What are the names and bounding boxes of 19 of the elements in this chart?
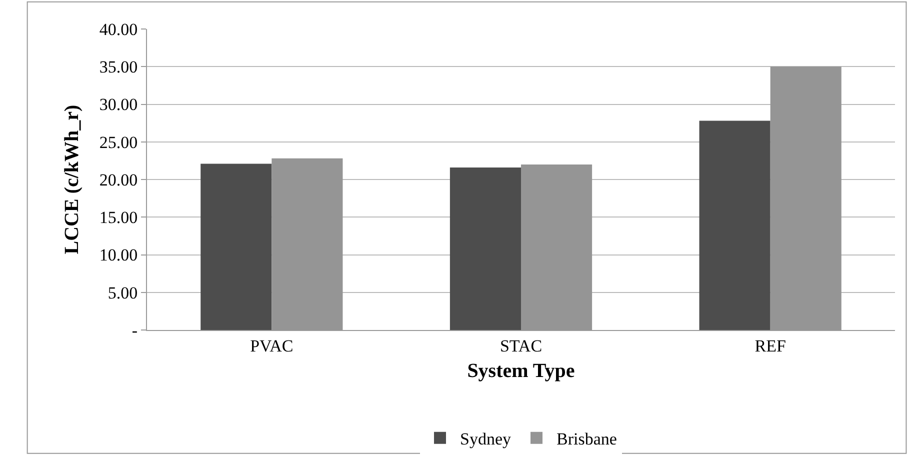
y-tick-label: 15.00 — [99, 208, 138, 228]
y-tick-label: 25.00 — [99, 132, 138, 152]
legend-label: Brisbane — [556, 429, 617, 448]
bar — [450, 167, 521, 330]
y-tick-label: 40.00 — [99, 20, 138, 39]
y-tick-label: 10.00 — [99, 246, 138, 265]
bar — [200, 164, 272, 330]
x-axis-title: System Type — [467, 360, 575, 382]
x-tick-label: STAC — [500, 336, 542, 356]
y-tick-label: 5.00 — [108, 283, 138, 302]
y-tick-label: - — [132, 320, 138, 340]
x-tick-label: PVAC — [250, 336, 294, 356]
y-tick-label: 20.00 — [99, 170, 138, 190]
bar — [699, 120, 770, 330]
y-axis-title: LCCE (c/kWh_r) — [60, 104, 83, 254]
legend-label: Sydney — [460, 429, 512, 448]
y-tick-label: 30.00 — [99, 95, 138, 114]
x-tick-label: REF — [754, 336, 786, 356]
y-tick-label: 35.00 — [99, 58, 138, 77]
